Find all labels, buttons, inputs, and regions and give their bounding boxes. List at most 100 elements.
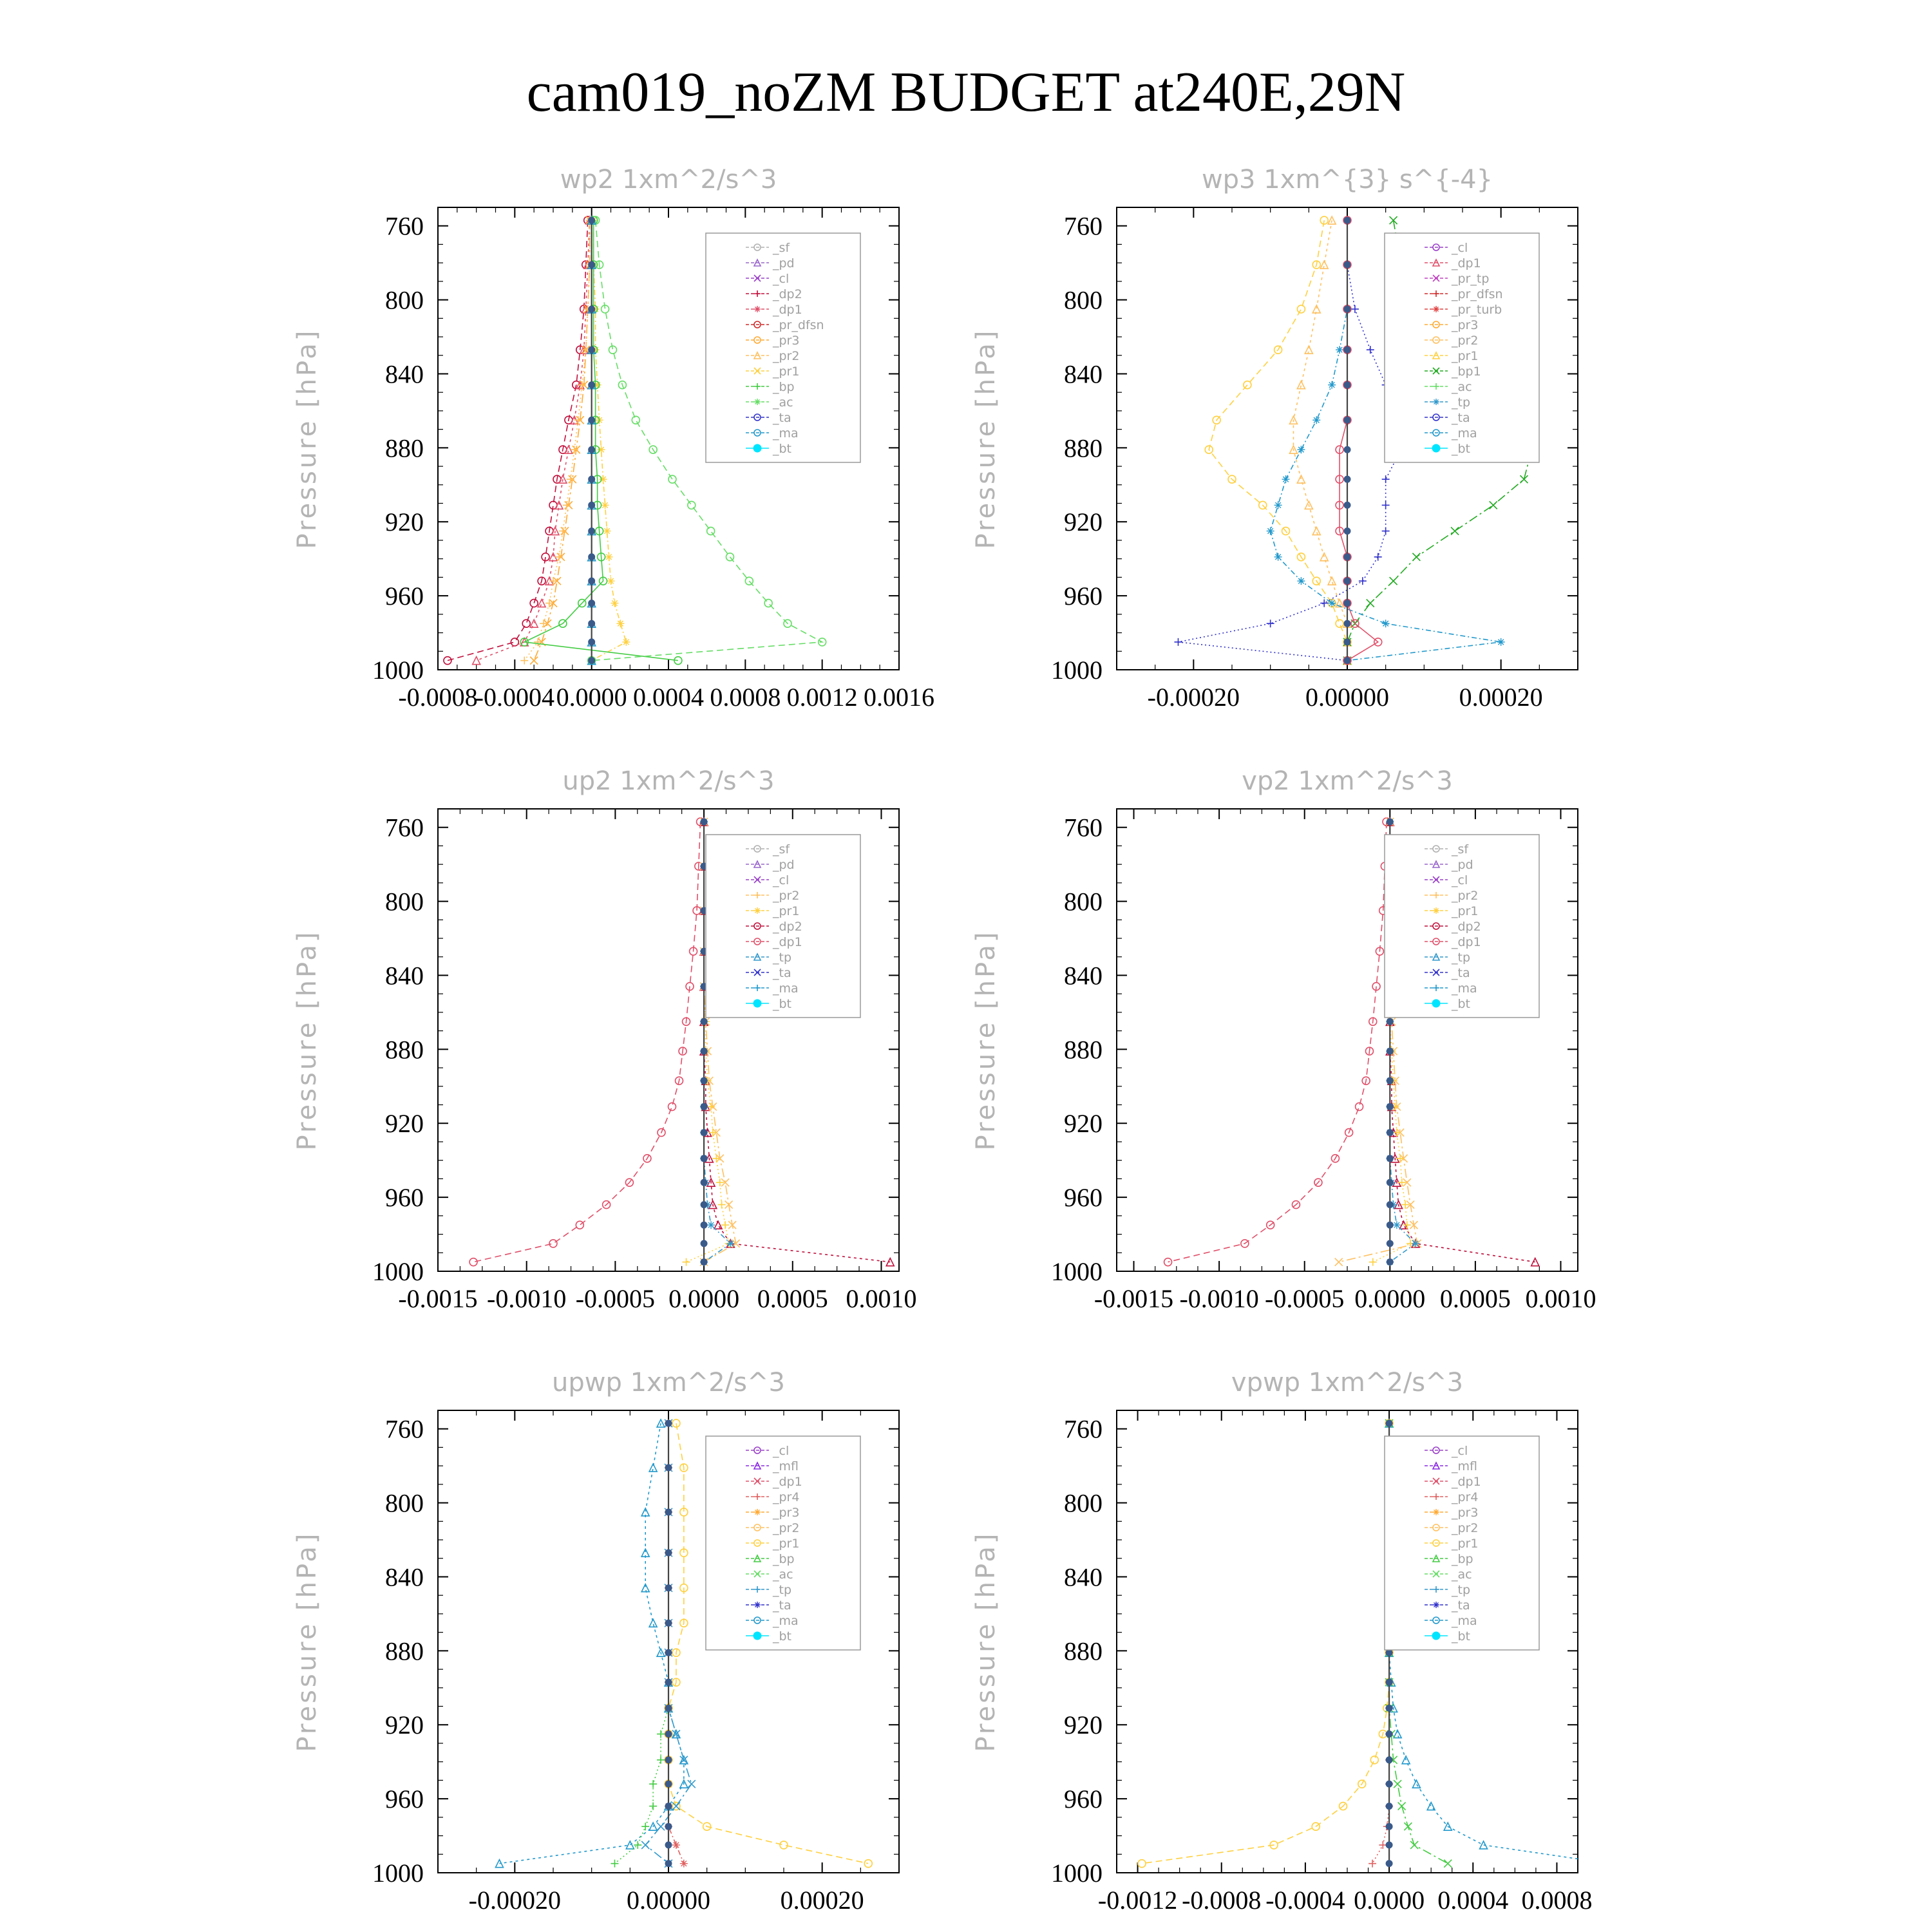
data-point-pr2 [1406,1200,1415,1209]
series-line-bp [522,220,679,661]
y-tick-label: 960 [385,1785,424,1814]
legend-label: _pr3 [772,1506,799,1520]
data-point-bp1 [1389,576,1398,585]
series-line-pr2 [1293,220,1348,661]
y-tick-label: 920 [1064,1710,1103,1739]
data-point-ac [668,475,677,484]
data-point-tp [703,1200,712,1209]
legend-marker [753,243,761,251]
data-point-bp1 [1366,599,1375,608]
data-point-pr2 [545,599,554,607]
data-point-dp1 [688,947,698,956]
data-point-pr2 [1296,474,1306,484]
data-point-bt [1386,818,1394,826]
panel-wp3: wp3 1xm^{3} s^{-4} Pressure [hPa] 760 800 84… [971,165,1578,712]
data-point-bt [1343,527,1351,535]
data-point-bt [1343,381,1351,389]
data-point-pr2 [728,1220,737,1229]
data-point-bt [700,1129,708,1137]
legend-label: _pd [772,858,795,872]
legend-label: _ta [1451,1598,1470,1613]
y-tick-label: 880 [385,433,424,462]
data-point-bt [1343,261,1351,269]
data-point-ma [1479,1840,1488,1850]
legend-marker [1432,336,1440,344]
data-point-tp [687,1779,696,1788]
legend-marker [753,952,762,961]
data-point-bt [588,620,596,627]
data-point-pr2 [566,475,574,484]
x-tick-label: 0.0000 [1354,1284,1425,1313]
legend-label: _bp [1451,1552,1473,1566]
legend-label: _pr1 [1451,904,1478,918]
data-point-ac [764,598,773,608]
data-point-bt [588,638,596,646]
data-point-pr2 [721,1178,730,1187]
data-point-bt [588,416,596,424]
x-tick-label: 0.0016 [864,683,934,712]
data-point-ma [648,1821,658,1831]
series-group [469,817,895,1267]
data-point-pr1 [1204,445,1213,455]
data-point-tp [726,1239,735,1247]
legend-marker [753,258,762,267]
legend-marker [1433,1493,1439,1500]
y-tick-label: 760 [1064,212,1103,241]
data-point-dp2 [522,619,531,629]
data-point-pr1 [1296,305,1306,314]
x-tick-label: -0.0010 [487,1284,566,1313]
data-point-dp2 [713,1220,723,1229]
series-line-dp1 [473,822,701,1263]
data-point-pr1 [1368,1258,1377,1266]
legend-marker [754,1509,761,1515]
data-point-pr4 [672,1841,680,1849]
x-tick-label: 0.0005 [1440,1284,1511,1313]
legend-marker [753,274,761,282]
data-point-ma [1401,1755,1411,1765]
data-point-pr2 [520,656,529,665]
legend-marker [753,1461,762,1470]
data-point-bp [657,1756,665,1764]
series-line-pr2 [524,220,591,661]
data-point-bt [588,657,596,665]
x-tick-label: 0.0004 [1437,1886,1508,1915]
legend-marker [753,444,762,453]
legend-marker [753,1570,761,1578]
legend-label: _cl [1451,241,1468,255]
data-point-ta [1381,475,1390,484]
legend-label: _dp2 [772,920,802,934]
legend-marker [1432,444,1441,453]
y-tick-label: 1000 [1051,1257,1103,1286]
legend-marker [753,876,761,884]
legend-label: _ac [1451,380,1472,394]
legend-label: _cl [772,272,789,286]
x-tick-label: -0.0008 [1182,1886,1261,1915]
y-axis-label: Pressure [hPa] [292,1531,322,1752]
data-point-bp [634,1841,642,1849]
data-point-bt [665,1649,672,1656]
y-tick-label: 1000 [1051,656,1103,685]
legend-label: _mfl [1451,1459,1477,1473]
y-tick-label: 760 [385,1415,424,1444]
legend-marker [753,922,761,930]
x-tick-label: -0.00020 [469,1886,561,1915]
data-point-pr1 [702,1822,712,1831]
y-axis-label: Pressure [hPa] [971,1531,1001,1752]
y-tick-label: 800 [385,887,424,916]
data-point-ta [1266,620,1274,628]
data-point-dp1 [1335,500,1344,510]
legend-marker [1432,274,1440,282]
data-point-bt [588,527,596,535]
data-point-dp2 [443,656,452,665]
data-point-pr2 [1311,526,1321,536]
y-tick-label: 840 [1064,359,1103,388]
data-point-pr2 [1327,215,1337,225]
data-point-bt [1385,1730,1393,1738]
data-point-pr2 [1289,444,1298,455]
series-line-dp1 [1168,822,1387,1263]
y-tick-label: 880 [385,1035,424,1064]
data-point-pr1 [1401,1200,1410,1209]
legend-marker [1432,429,1440,437]
legend-marker [753,969,761,976]
data-point-dp1 [1291,1200,1301,1209]
